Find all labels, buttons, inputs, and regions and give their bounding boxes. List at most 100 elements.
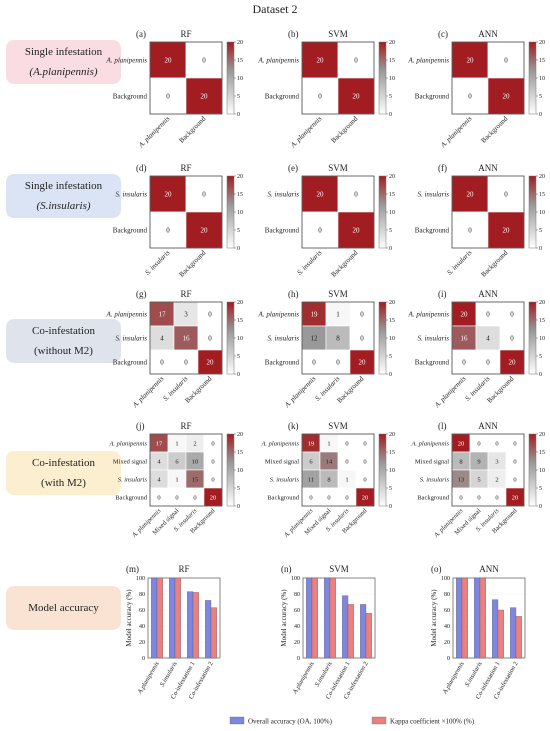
heatmap-cell-value: 8 bbox=[459, 459, 462, 466]
heatmap-x-label: A. planipennis bbox=[136, 115, 171, 150]
heatmap-cell bbox=[197, 349, 223, 375]
heatmap-y-label: Background bbox=[267, 495, 300, 502]
colorbar-tick-label: 15 bbox=[389, 318, 395, 324]
heatmap-y-label: Background bbox=[417, 495, 450, 502]
heatmap-cell-value: 16 bbox=[183, 335, 191, 343]
heatmap-y-label: Background bbox=[415, 93, 450, 101]
heatmap-cell bbox=[451, 41, 489, 79]
x-tick-label: A.planipennis bbox=[291, 660, 316, 696]
heatmap-frame bbox=[301, 175, 375, 249]
heatmap-x-label: Background bbox=[480, 248, 510, 278]
panel-label: (c) bbox=[438, 29, 448, 39]
heatmap-frame bbox=[149, 433, 223, 507]
bar bbox=[324, 577, 331, 659]
colorbar bbox=[378, 301, 387, 375]
heatmap-cell-value: 17 bbox=[159, 311, 167, 319]
heatmap-cell-value: 0 bbox=[462, 359, 466, 367]
heatmap-cell-value: 6 bbox=[309, 459, 313, 466]
y-axis-label: Model accuracy (%) bbox=[430, 589, 438, 647]
heatmap-frame bbox=[451, 301, 525, 375]
heatmap-cell-value: 20 bbox=[201, 93, 209, 101]
heatmap-frame bbox=[301, 41, 375, 115]
panel-label: (g) bbox=[136, 289, 147, 299]
colorbar-tick-label: 20 bbox=[539, 300, 545, 306]
panel-label: (l) bbox=[438, 421, 447, 431]
panel-label: (i) bbox=[438, 289, 447, 299]
heatmap-cell-value: 20 bbox=[458, 441, 465, 448]
heatmap-frame bbox=[149, 301, 223, 375]
colorbar bbox=[226, 175, 235, 249]
row-label-line1: Single infestation bbox=[24, 46, 103, 58]
heatmap-y-label: Background bbox=[113, 93, 148, 101]
colorbar-tick-label: 0 bbox=[539, 504, 542, 510]
colorbar-tick-label: 5 bbox=[539, 486, 542, 492]
heatmap-y-label: Mixed signal bbox=[265, 459, 299, 466]
heatmap-cell bbox=[325, 301, 351, 327]
colorbar-tick-label: 10 bbox=[389, 468, 395, 474]
heatmap-cell-value: 17 bbox=[156, 441, 163, 448]
y-tick-label: 80 bbox=[294, 592, 300, 598]
heatmap-cell-value: 0 bbox=[193, 495, 196, 502]
bar bbox=[479, 577, 486, 659]
colorbar-tick-label: 10 bbox=[539, 76, 545, 82]
heatmap-cell-value: 0 bbox=[345, 459, 348, 466]
heatmap-cell-value: 0 bbox=[336, 359, 340, 367]
heatmap-cell-value: 20 bbox=[353, 227, 361, 235]
panel-title: SVM bbox=[328, 29, 348, 39]
heatmap-cell-value: 0 bbox=[363, 477, 366, 484]
heatmap-cell-value: 20 bbox=[503, 227, 511, 235]
bar bbox=[497, 609, 504, 659]
row-label-coinf-with: Co-infestation (with M2) bbox=[6, 451, 121, 495]
heatmap-y-label: S. insularis bbox=[267, 335, 299, 343]
heatmap-y-label: S. insularis bbox=[420, 477, 450, 484]
panel-title: RF bbox=[180, 163, 191, 173]
bar bbox=[515, 616, 522, 659]
colorbar-tick-label: 0 bbox=[389, 112, 392, 118]
colorbar-tick-label: 20 bbox=[389, 174, 395, 180]
heatmap-cell-value: 4 bbox=[486, 335, 490, 343]
heatmap-cell-value: 0 bbox=[309, 495, 312, 502]
heatmap-x-label: Background bbox=[486, 374, 516, 404]
y-tick-label: 20 bbox=[294, 640, 300, 646]
panel-label: (k) bbox=[288, 421, 299, 431]
heatmap-cell bbox=[301, 325, 327, 351]
x-tick-label: S.insularis bbox=[314, 660, 334, 688]
colorbar-tick-label: 10 bbox=[539, 210, 545, 216]
colorbar-tick-label: 15 bbox=[539, 450, 545, 456]
panel-title: RF bbox=[178, 564, 189, 574]
x-tick-label: S.insularis bbox=[159, 660, 179, 688]
heatmap-cell-value: 13 bbox=[458, 477, 465, 484]
row-label-line2: (S.insularis) bbox=[36, 200, 91, 212]
panel-label: (o) bbox=[431, 564, 442, 574]
heatmap-frame bbox=[149, 41, 223, 115]
bar bbox=[192, 592, 199, 659]
panel-title: SVM bbox=[329, 564, 349, 574]
heatmap-cell-value: 0 bbox=[477, 441, 480, 448]
heatmap-x-label: S. insularis bbox=[445, 249, 473, 277]
bar-chart-panel: (o) ANN 0 20 40 60 80 100 Model accuracy (%) A.pl… bbox=[430, 564, 526, 700]
heatmap-cell-value: 0 bbox=[208, 311, 212, 319]
panel-label: (a) bbox=[136, 29, 146, 39]
colorbar bbox=[528, 41, 537, 115]
bar-chart-panel: (m) RF 0 20 40 60 80 100 Model accuracy (%) A.pla… bbox=[125, 564, 221, 700]
colorbar-tick-label: 10 bbox=[389, 210, 395, 216]
heatmap-cell-value: 3 bbox=[495, 459, 498, 466]
colorbar-tick-label: 5 bbox=[389, 354, 392, 360]
y-tick-label: 100 bbox=[441, 576, 450, 582]
colorbar-tick-label: 10 bbox=[389, 336, 395, 342]
y-axis-label: Model accuracy (%) bbox=[280, 589, 288, 647]
y-tick-label: 20 bbox=[444, 640, 450, 646]
heatmap-x-label: S. insularis bbox=[143, 249, 171, 277]
panel-title: SVM bbox=[328, 163, 348, 173]
row-label-model-accuracy: Model accuracy bbox=[6, 586, 121, 630]
heatmap-y-label: A. planipennis bbox=[258, 57, 300, 65]
heatmap-y-label: Background bbox=[265, 359, 300, 367]
colorbar bbox=[226, 301, 235, 375]
heatmap-cell-value: 1 bbox=[175, 441, 178, 448]
colorbar-tick-label: 10 bbox=[539, 468, 545, 474]
